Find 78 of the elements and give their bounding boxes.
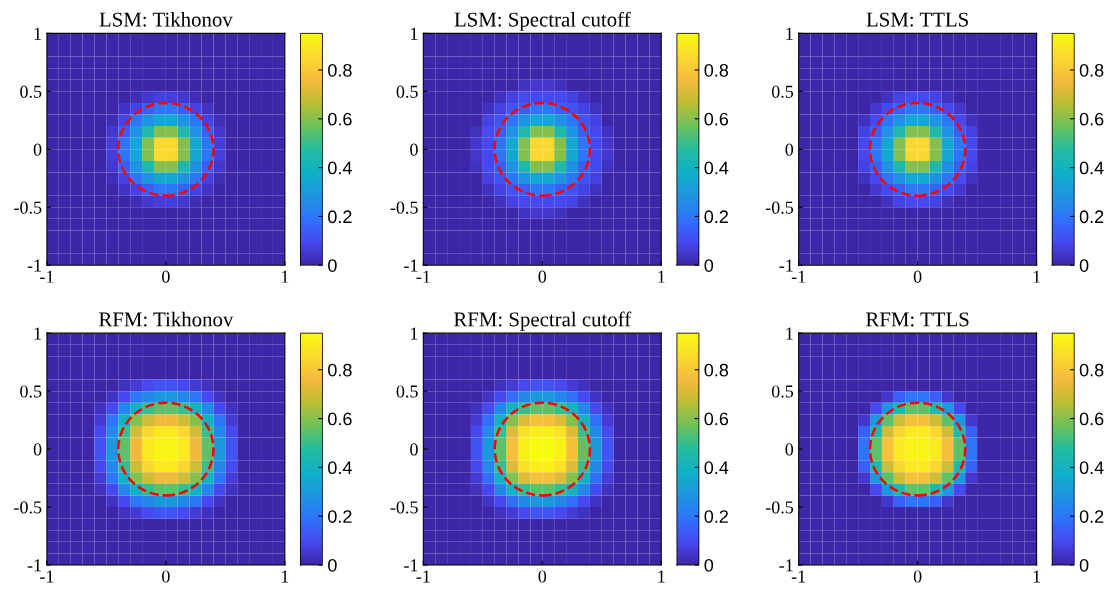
color-bar-label: 0.4 xyxy=(704,161,729,175)
color-bar-label: 0.6 xyxy=(704,412,729,426)
y-tick-label: 0 xyxy=(410,443,418,456)
x-tick-label: 0 xyxy=(913,270,922,283)
color-bar-label: 0.6 xyxy=(328,412,352,426)
y-tick-label: 0.5 xyxy=(20,385,42,398)
color-bar-label: 0 xyxy=(704,558,714,572)
chart-title: LSM: TTLS xyxy=(866,12,968,27)
x-tick-label: 0 xyxy=(162,570,170,583)
color-bar-label: 0.8 xyxy=(1079,363,1104,377)
y-tick-label: 1 xyxy=(34,327,41,340)
color-bar-label: 0.8 xyxy=(328,63,352,77)
x-tick-label: 1 xyxy=(658,270,665,283)
color-bar-label: 0.8 xyxy=(704,63,729,77)
color-bar-label: 0.2 xyxy=(704,210,728,224)
y-tick-label: 1 xyxy=(411,327,418,340)
y-tick-label: 0.5 xyxy=(771,385,794,398)
y-tick-label: -1 xyxy=(779,259,793,272)
y-tick-label: 0.5 xyxy=(771,85,794,98)
x-tick-label: 0 xyxy=(913,570,922,583)
chart-title: LSM: Spectral cutoff xyxy=(454,11,631,31)
y-tick-label: -0.5 xyxy=(390,201,418,214)
color-bar-label: 0.8 xyxy=(328,363,352,377)
y-tick-label: 1 xyxy=(786,327,793,340)
color-bar-label: 0 xyxy=(328,558,337,572)
y-tick-label: -1 xyxy=(404,559,418,572)
color-bar-label: 0.6 xyxy=(1079,412,1104,426)
y-tick-label: 1 xyxy=(34,27,41,40)
y-tick-label: -0.5 xyxy=(14,201,42,214)
color-bar-label: 0 xyxy=(704,259,714,272)
x-tick-label: 1 xyxy=(281,270,289,283)
x-tick-label: 0 xyxy=(538,270,547,283)
color-bar-label: 0.6 xyxy=(328,112,352,126)
color-bar-label: 0.2 xyxy=(328,210,352,224)
chart-title: LSM: Tikhonov xyxy=(99,11,233,27)
y-tick-label: 0.5 xyxy=(396,385,418,398)
y-tick-label: 1 xyxy=(411,27,418,40)
x-tick-label: 1 xyxy=(1033,270,1041,283)
y-tick-label: 0 xyxy=(410,143,418,156)
color-bar-label: 0.8 xyxy=(1079,63,1104,77)
y-tick-label: -0.5 xyxy=(390,501,418,514)
color-bar-label: 0.8 xyxy=(704,363,729,377)
x-tick-label: 1 xyxy=(658,570,665,583)
color-bar-label: 0.2 xyxy=(704,510,728,523)
y-tick-label: 0.5 xyxy=(20,85,42,98)
x-tick-label: 1 xyxy=(1033,570,1041,583)
color-bar-label: 0 xyxy=(328,259,337,272)
color-bar-label: 0.2 xyxy=(1079,510,1104,523)
y-tick-label: 0 xyxy=(785,443,794,456)
color-bar-label: 0.4 xyxy=(328,461,352,475)
color-bar-label: 0.4 xyxy=(1079,461,1104,475)
x-tick-label: 0 xyxy=(538,570,547,583)
y-tick-label: -1 xyxy=(779,559,793,572)
y-tick-label: -0.5 xyxy=(765,501,794,514)
color-bar-label: 0.4 xyxy=(328,161,352,175)
color-bar-label: 0.4 xyxy=(1079,161,1104,175)
y-tick-label: -0.5 xyxy=(14,501,42,514)
color-bar-label: 0 xyxy=(1079,259,1089,272)
color-bar-label: 0.2 xyxy=(1079,210,1104,224)
y-tick-label: 0.5 xyxy=(396,85,418,98)
y-tick-label: -0.5 xyxy=(765,201,794,214)
y-tick-label: 0 xyxy=(33,143,42,156)
y-tick-label: -1 xyxy=(404,259,418,272)
color-bar-label: 0.4 xyxy=(704,461,729,475)
chart-title: RFM: Spectral cutoff xyxy=(453,311,632,331)
color-bar-label: 0 xyxy=(1079,558,1089,572)
y-tick-label: 0 xyxy=(33,443,42,456)
y-tick-label: 1 xyxy=(786,27,793,40)
chart-title: RFM: TTLS xyxy=(866,312,969,327)
y-tick-label: -1 xyxy=(27,259,41,272)
y-tick-label: -1 xyxy=(27,559,41,572)
y-tick-label: 0 xyxy=(785,143,794,156)
x-tick-label: 1 xyxy=(281,570,289,583)
x-tick-label: 0 xyxy=(162,270,170,283)
chart-title: RFM: Tikhonov xyxy=(99,311,234,327)
color-bar-label: 0.6 xyxy=(704,112,729,126)
color-bar-label: 0.6 xyxy=(1079,112,1104,126)
color-bar-label: 0.2 xyxy=(328,510,352,523)
